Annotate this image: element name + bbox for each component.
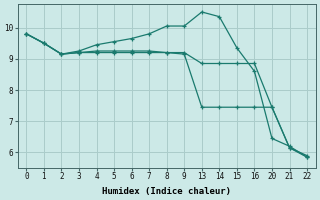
X-axis label: Humidex (Indice chaleur): Humidex (Indice chaleur) — [102, 187, 231, 196]
